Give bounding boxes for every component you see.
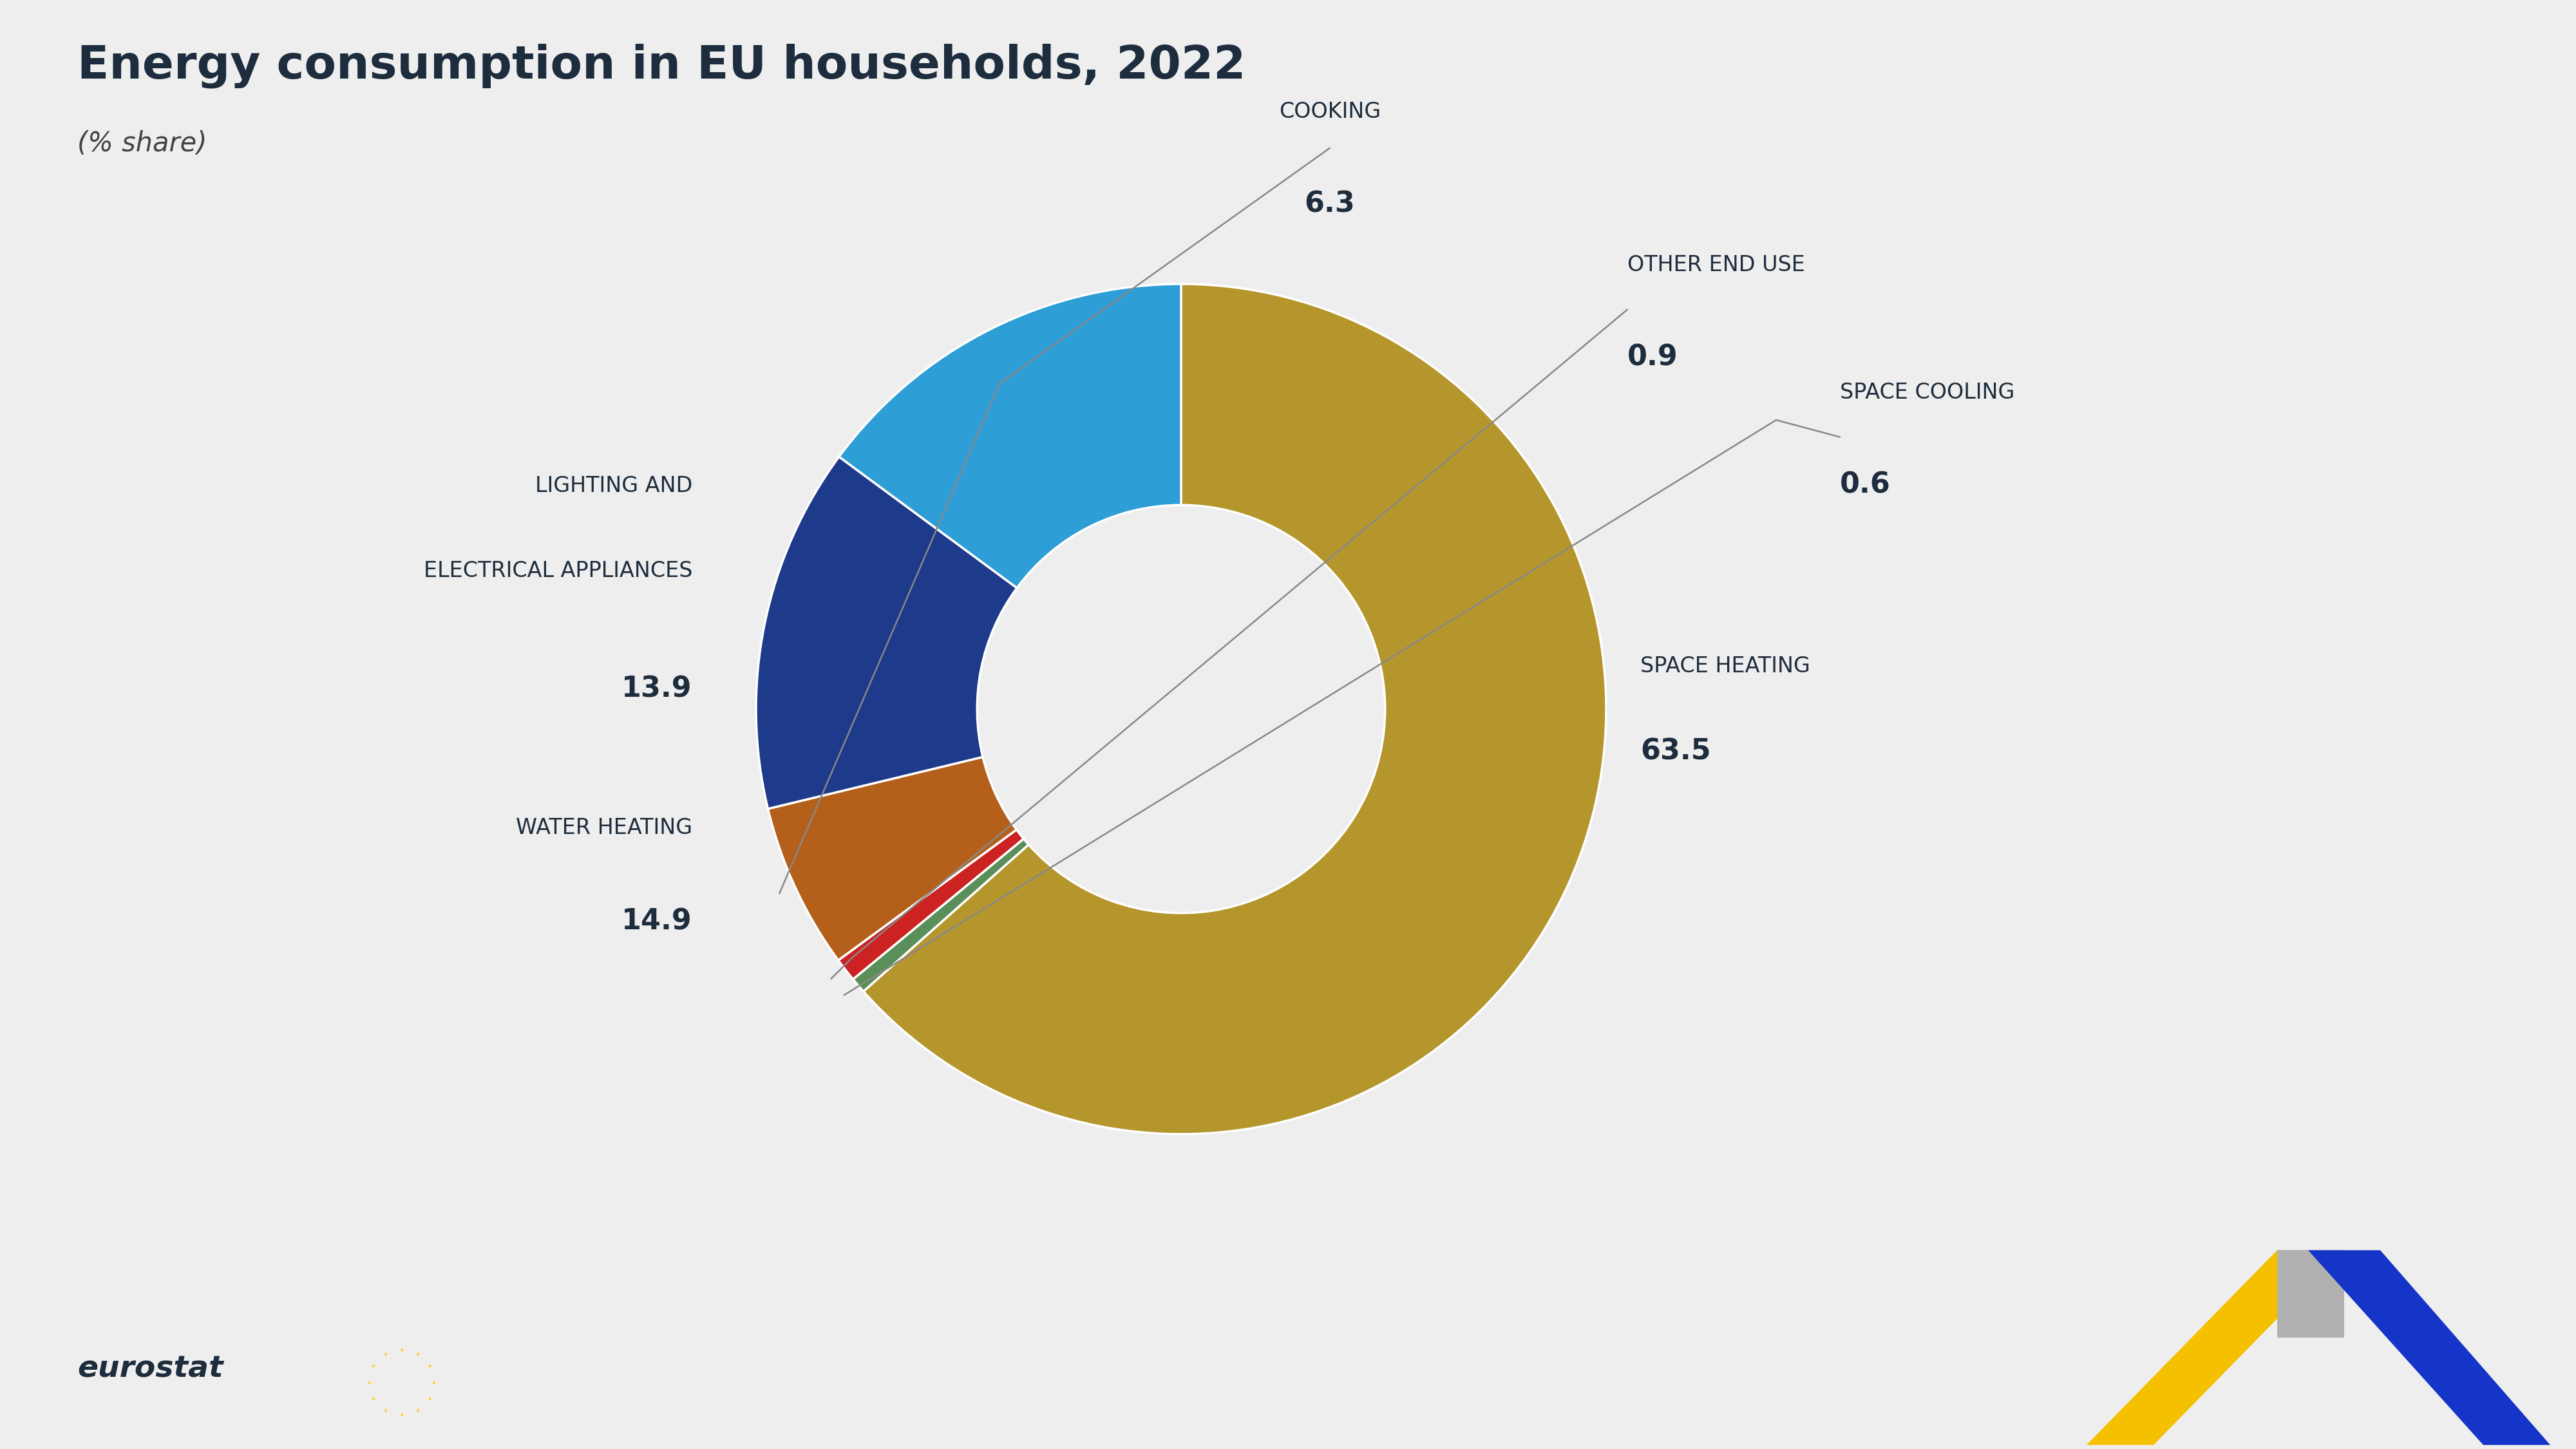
Wedge shape <box>768 756 1018 961</box>
Wedge shape <box>840 284 1180 588</box>
Text: 13.9: 13.9 <box>621 675 693 703</box>
Text: WATER HEATING: WATER HEATING <box>515 817 693 839</box>
Text: Energy consumption in EU households, 2022: Energy consumption in EU households, 202… <box>77 43 1247 88</box>
Wedge shape <box>757 456 1018 809</box>
Wedge shape <box>837 830 1023 980</box>
Text: SPACE HEATING: SPACE HEATING <box>1641 656 1811 677</box>
Text: (% share): (% share) <box>77 130 206 158</box>
Text: 6.3: 6.3 <box>1303 190 1355 219</box>
Text: OTHER END USE: OTHER END USE <box>1628 254 1806 275</box>
Text: ELECTRICAL APPLIANCES: ELECTRICAL APPLIANCES <box>422 561 693 581</box>
Text: eurostat: eurostat <box>77 1355 224 1384</box>
Text: 14.9: 14.9 <box>621 907 693 936</box>
Text: 0.6: 0.6 <box>1839 471 1891 498</box>
Polygon shape <box>2277 1250 2344 1337</box>
Wedge shape <box>853 839 1028 991</box>
Text: LIGHTING AND: LIGHTING AND <box>536 475 693 497</box>
Polygon shape <box>2308 1250 2550 1445</box>
Polygon shape <box>2087 1250 2344 1445</box>
Wedge shape <box>863 284 1605 1135</box>
Text: SPACE COOLING: SPACE COOLING <box>1839 381 2014 403</box>
Text: 0.9: 0.9 <box>1628 343 1677 371</box>
Text: COOKING: COOKING <box>1278 101 1381 123</box>
Text: 63.5: 63.5 <box>1641 738 1710 765</box>
